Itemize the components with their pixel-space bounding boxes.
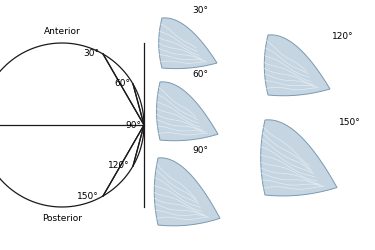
Text: 30°: 30° — [192, 6, 208, 16]
Polygon shape — [156, 82, 218, 141]
Text: Posterior: Posterior — [42, 214, 82, 223]
Text: 60°: 60° — [114, 80, 130, 88]
Polygon shape — [154, 158, 220, 226]
Polygon shape — [264, 35, 330, 96]
Text: 120°: 120° — [332, 32, 354, 41]
Text: 90°: 90° — [125, 120, 141, 130]
Text: Anterior: Anterior — [44, 27, 80, 36]
Text: 150°: 150° — [339, 118, 361, 128]
Text: 30°: 30° — [83, 50, 99, 58]
Text: 90°: 90° — [192, 146, 208, 155]
Text: 150°: 150° — [77, 192, 99, 200]
Text: 60°: 60° — [192, 70, 208, 79]
Polygon shape — [159, 18, 217, 68]
Text: 120°: 120° — [108, 162, 130, 170]
Polygon shape — [261, 120, 337, 196]
